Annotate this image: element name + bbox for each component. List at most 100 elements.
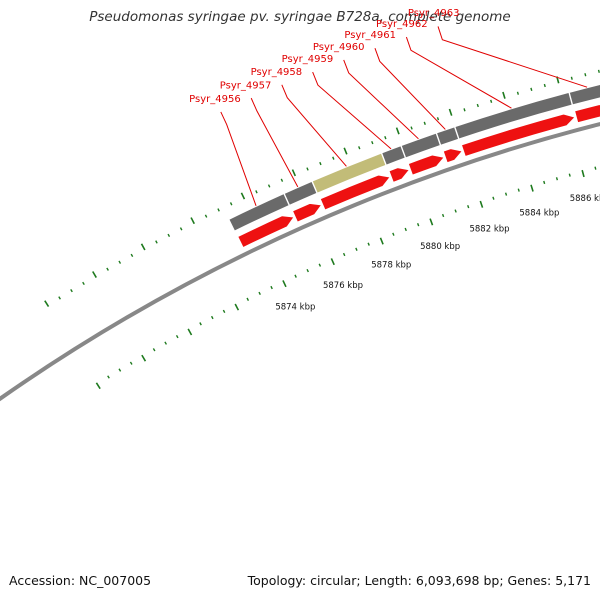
gene-backbone-segment [455, 93, 572, 139]
outer-minor-tick [543, 83, 546, 88]
outer-minor-tick [410, 126, 413, 130]
gene-label-leaders [220, 26, 588, 206]
inner-minor-tick [294, 274, 297, 278]
genome-baseline-arc [0, 122, 600, 402]
outer-minor-tick [82, 281, 85, 286]
inner-major-tick [95, 382, 101, 390]
inner-minor-tick [555, 177, 559, 181]
outer-minor-tick [490, 99, 493, 103]
inner-minor-tick [118, 368, 122, 372]
gene-label-leader [405, 36, 512, 109]
outer-minor-tick [217, 208, 220, 212]
gene-backbone-segment [569, 84, 600, 105]
inner-minor-tick [367, 242, 370, 246]
gene-label[interactable]: Psyr_4959 [282, 54, 334, 65]
inner-tick-marks [95, 166, 597, 390]
gene-backbone-segment [284, 181, 317, 205]
outer-minor-tick [70, 288, 73, 293]
outer-minor-tick [436, 117, 440, 121]
gene-label[interactable]: Psyr_4958 [251, 67, 303, 78]
outer-major-tick [395, 127, 400, 135]
scale-position-label: 5880 kbp [420, 242, 460, 252]
gene-label-leader [374, 48, 446, 130]
inner-major-tick [282, 280, 287, 288]
gene-label[interactable]: Psyr_4956 [189, 94, 241, 105]
outer-minor-tick [106, 267, 109, 271]
gene-label-leader [250, 97, 299, 188]
gene-label-leader [437, 26, 588, 88]
genome-baseline [0, 122, 600, 402]
gene-label[interactable]: Psyr_4962 [376, 19, 428, 30]
outer-minor-tick [267, 184, 271, 188]
inner-major-tick [330, 258, 335, 266]
outer-major-tick [240, 192, 246, 200]
accession-label: Accession: NC_007005 [9, 573, 152, 588]
inner-minor-tick [568, 173, 571, 177]
inner-minor-tick [543, 180, 546, 185]
gene-backbone-track [229, 84, 600, 231]
outer-minor-tick [306, 167, 309, 171]
outer-major-tick [448, 108, 453, 116]
gene-backbone-segment [382, 146, 405, 165]
outer-minor-tick [204, 214, 208, 218]
outer-minor-tick [58, 296, 61, 300]
outer-minor-tick [570, 76, 573, 80]
inner-minor-tick [258, 291, 261, 296]
inner-major-tick [187, 328, 193, 336]
gene-backbone-segment [312, 153, 386, 193]
inner-minor-tick [392, 232, 395, 236]
outer-minor-tick [384, 136, 387, 140]
scale-position-label: 5878 kbp [371, 261, 411, 271]
gene-backbone-segment [229, 194, 289, 231]
outer-minor-tick [130, 253, 134, 258]
gene-feature-arrow[interactable] [237, 215, 295, 248]
outer-minor-tick [255, 190, 258, 194]
gene-feature-arrow[interactable] [292, 203, 323, 223]
inner-minor-tick [594, 166, 597, 170]
inner-minor-tick [454, 209, 457, 213]
outer-major-tick [502, 91, 506, 99]
gene-label-leader [220, 111, 257, 206]
inner-major-tick [141, 354, 147, 362]
outer-minor-tick [319, 161, 322, 166]
gene-feature-arrow[interactable] [442, 148, 463, 164]
outer-minor-tick [229, 202, 233, 206]
outer-minor-tick [118, 260, 122, 264]
inner-scale-labels: 5874 kbp 5876 kbp 5878 kbp 5880 kbp 5882 kbp… [275, 194, 600, 313]
outer-major-tick [190, 217, 195, 225]
gene-feature-track [237, 104, 600, 248]
inner-minor-tick [306, 268, 309, 273]
inner-minor-tick [222, 309, 226, 314]
outer-minor-tick [530, 87, 533, 91]
inner-minor-tick [355, 247, 358, 251]
gene-backbone-segment [401, 133, 440, 158]
gene-label[interactable]: Psyr_4960 [313, 42, 365, 53]
gene-feature-arrow[interactable] [574, 104, 600, 124]
inner-minor-tick [246, 297, 250, 301]
outer-minor-tick [332, 156, 335, 160]
outer-minor-tick [371, 140, 374, 145]
gene-feature-arrow[interactable] [407, 154, 445, 176]
outer-major-tick [343, 147, 348, 155]
outer-minor-tick [179, 227, 183, 231]
outer-tick-marks [44, 69, 600, 308]
outer-minor-tick [423, 121, 426, 125]
inner-minor-tick [467, 205, 470, 209]
outer-minor-tick [476, 103, 479, 108]
inner-minor-tick [175, 334, 179, 339]
gene-label[interactable]: Psyr_4963 [408, 8, 460, 19]
outer-minor-tick [584, 73, 587, 77]
genome-summary-label: Topology: circular; Length: 6,093,698 bp… [247, 573, 591, 588]
gene-feature-arrow[interactable] [319, 174, 391, 211]
outer-major-tick [140, 243, 146, 251]
gene-label[interactable]: Psyr_4961 [344, 30, 396, 41]
gene-feature-arrow[interactable] [461, 113, 576, 157]
outer-minor-tick [516, 91, 520, 95]
gene-label[interactable]: Psyr_4957 [220, 80, 272, 91]
inner-minor-tick [441, 213, 445, 218]
inner-major-tick [581, 169, 585, 178]
gene-feature-arrow[interactable] [388, 167, 410, 183]
outer-minor-tick [463, 108, 466, 112]
inner-minor-tick [492, 196, 495, 200]
